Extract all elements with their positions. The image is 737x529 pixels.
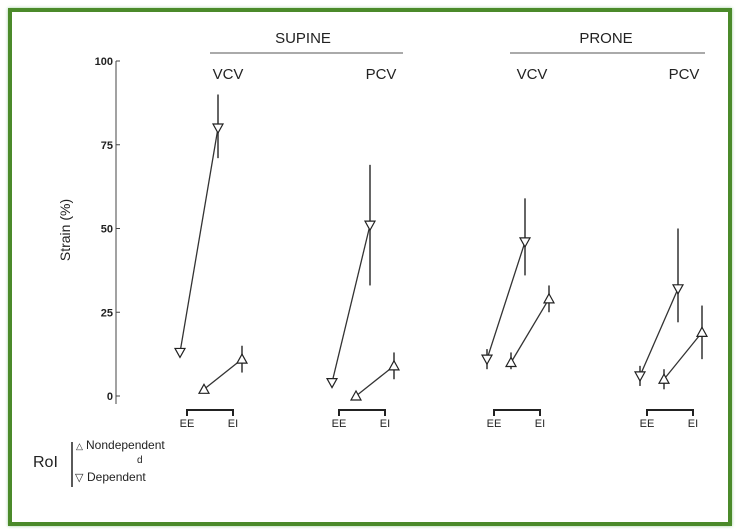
x-tick-label: EE: [332, 418, 347, 430]
x-bracket: [186, 409, 234, 416]
mode-label: PCV: [366, 66, 397, 83]
legend-marker-up: △: [76, 441, 83, 451]
legend-marker-down: ▽: [75, 472, 84, 484]
legend-title: RoI: [33, 454, 58, 471]
nondependent-point: [197, 383, 211, 394]
nondependent-point: [657, 373, 671, 384]
nondependent-point: [695, 326, 709, 337]
dependent-point: [633, 371, 647, 383]
dependent-line: [331, 224, 371, 383]
x-tick-label: EE: [640, 418, 655, 430]
nondependent-line: [203, 358, 243, 390]
dependent-line: [486, 241, 526, 360]
nondependent-line: [355, 365, 395, 397]
nondependent-line: [663, 331, 703, 380]
dependent-line: [179, 127, 219, 353]
nondependent-point: [542, 292, 556, 304]
y-tick-label: 0: [107, 391, 113, 403]
nondependent-point: [504, 356, 518, 368]
x-tick-label: EI: [535, 418, 545, 430]
dependent-point: [518, 237, 532, 249]
legend-label-dependent: Dependent: [87, 470, 146, 484]
y-tick-label: 25: [101, 307, 113, 319]
x-tick-label: EI: [380, 418, 390, 430]
x-tick-label: EE: [180, 418, 195, 430]
nondependent-point: [387, 359, 401, 371]
dependent-point: [480, 354, 494, 366]
nondependent-point: [235, 352, 249, 364]
nondependent-line: [510, 298, 550, 363]
mode-label: VCV: [517, 66, 548, 83]
y-tick-label: 50: [101, 224, 113, 236]
x-tick-label: EI: [688, 418, 698, 430]
dependent-line: [639, 288, 679, 377]
position-header: SUPINE: [275, 30, 331, 47]
dependent-point: [325, 378, 339, 389]
position-header: PRONE: [579, 30, 632, 47]
mode-label: VCV: [213, 66, 244, 83]
y-tick-label: 75: [101, 140, 113, 152]
legend-stray-text: d: [137, 455, 143, 466]
dependent-point: [363, 220, 377, 232]
mode-label: PCV: [669, 66, 700, 83]
y-tick-label: 100: [95, 56, 113, 68]
x-bracket: [338, 409, 386, 416]
dependent-point: [211, 123, 225, 135]
nondependent-point: [349, 389, 363, 401]
x-bracket: [646, 409, 694, 416]
y-axis-label: Strain (%): [57, 199, 73, 261]
dependent-point: [671, 284, 685, 296]
x-bracket: [493, 409, 541, 416]
legend-label-nondependent: Nondependent: [86, 438, 165, 452]
x-tick-label: EE: [487, 418, 502, 430]
dependent-point: [173, 347, 187, 359]
x-tick-label: EI: [228, 418, 238, 430]
